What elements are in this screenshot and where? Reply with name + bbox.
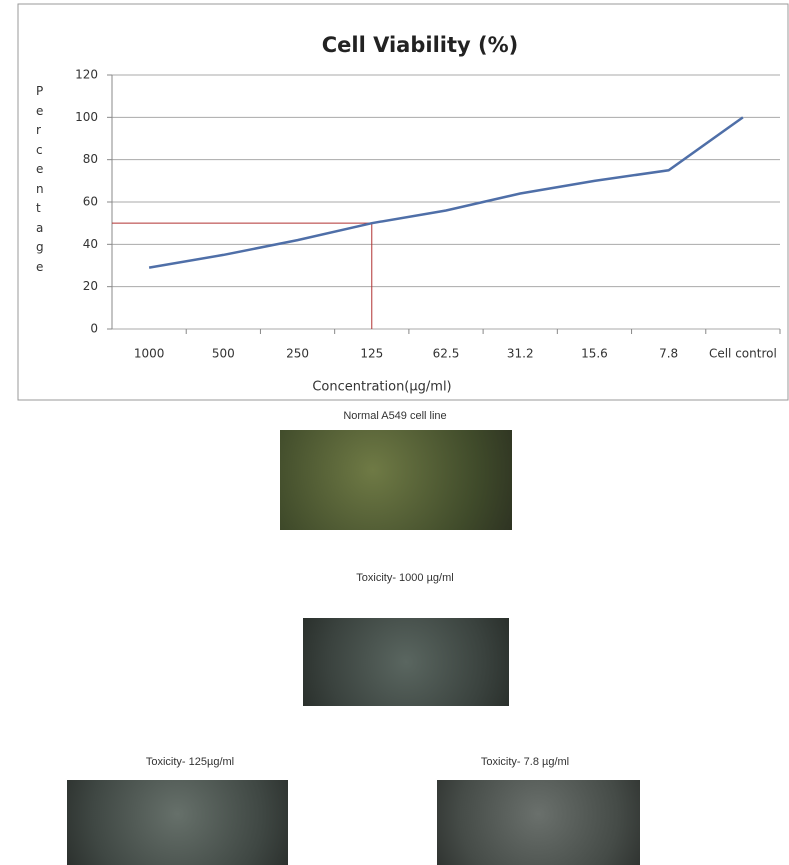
- figure-caption: Toxicity- 7.8 µg/ml: [375, 756, 675, 768]
- x-tick-label: Cell control: [709, 347, 777, 361]
- y-tick-label: 60: [83, 195, 98, 209]
- y-tick-label: 120: [75, 68, 98, 82]
- chart: Cell Viability (%) Concentration(µg/ml) …: [0, 0, 789, 405]
- figure-caption: Toxicity- 1000 µg/ml: [255, 572, 555, 584]
- page: Cell Viability (%) Concentration(µg/ml) …: [0, 0, 789, 865]
- y-tick-label: 40: [83, 237, 98, 251]
- y-tick-label: 0: [90, 322, 98, 336]
- y-tick-label: 20: [83, 279, 98, 293]
- chart-title: Cell Viability (%): [322, 33, 519, 57]
- x-tick-label: 31.2: [507, 347, 534, 361]
- y-tick-label: 100: [75, 110, 98, 124]
- x-tick-label: 125: [360, 347, 383, 361]
- micrograph: [303, 618, 509, 706]
- data-line: [149, 117, 743, 267]
- x-tick-label: 15.6: [581, 347, 608, 361]
- figure-caption: Toxicity- 125µg/ml: [40, 756, 340, 768]
- x-tick-label: 1000: [134, 347, 165, 361]
- micrograph: [67, 780, 288, 865]
- y-tick-label: 80: [83, 152, 98, 166]
- figure-caption: Normal A549 cell line: [245, 410, 545, 422]
- y-axis-label: Percentage: [36, 82, 45, 277]
- x-tick-label: 250: [286, 347, 309, 361]
- micrograph: [280, 430, 512, 530]
- x-tick-label: 62.5: [433, 347, 460, 361]
- x-axis-label: Concentration(µg/ml): [312, 380, 451, 395]
- micrograph: [437, 780, 640, 865]
- x-tick-label: 7.8: [659, 347, 678, 361]
- x-tick-label: 500: [212, 347, 235, 361]
